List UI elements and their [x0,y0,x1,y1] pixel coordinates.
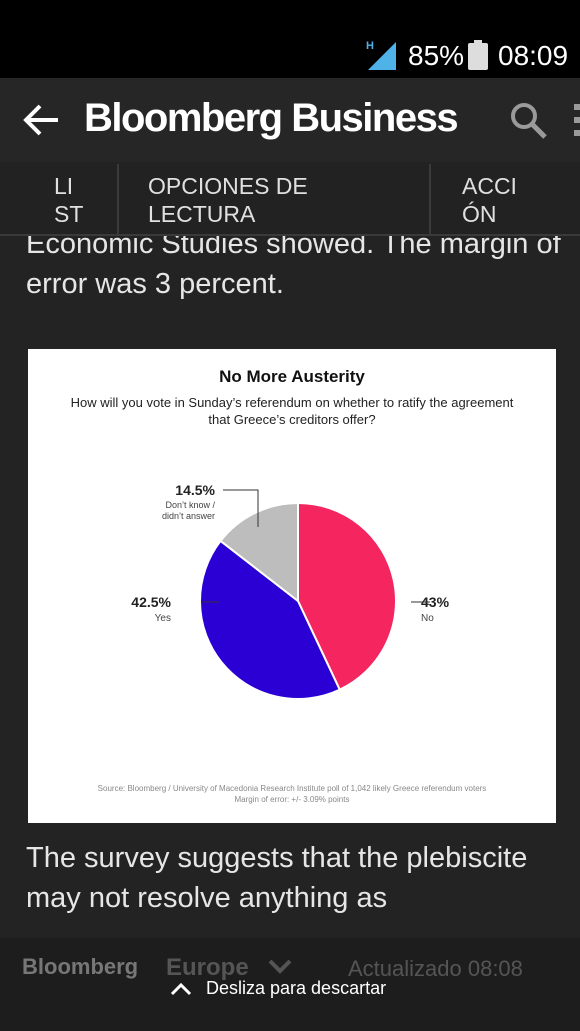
chart-margin-text: Margin of error: +/- 3.09% points [234,795,350,804]
article-content[interactable]: Economic Studies showed. The margin of e… [0,162,580,938]
app-bar: Bloomberg Business [0,78,580,162]
updated-time: Actualizado 08:08 [348,956,523,981]
chart-source: Source: Bloomberg / University of Macedo… [48,783,536,805]
slice-label-yes: Yes [155,613,171,624]
battery-percent: 85% [408,40,465,71]
article-paragraph: The survey suggests that the plebiscite … [26,842,528,914]
status-time: 08:09 [498,40,569,71]
slice-value-unknown: 14.5% [175,482,215,498]
pie-slice-yes [199,539,342,700]
overflow-menu-icon[interactable] [574,102,580,138]
article-paragraph: Economic Studies showed. The margin of e… [26,228,561,300]
search-icon[interactable] [508,100,548,140]
menu-item-reading-options[interactable]: OPCIONES DE LECTURA [148,173,308,227]
reading-menu-bar: LI ST EN OPCIONES DE LECTURA ACCI ÓN [0,162,580,236]
signal-h-icon: H [366,40,396,70]
status-bar: H 85% 08:09 [0,0,580,78]
chevron-down-icon[interactable] [268,958,292,976]
swipe-to-dismiss[interactable]: Desliza para descartar [170,978,470,1004]
menu-divider [117,164,119,234]
pie-chart: 43% No 42.5% Yes 14.5% Don’t know / didn’… [131,482,450,700]
pie-slice-no [297,501,397,692]
chevron-up-icon [170,982,192,996]
battery-icon [468,40,488,70]
swipe-hint: Desliza para descartar [206,978,387,998]
slice-label-no: No [421,613,434,624]
menu-item-listen[interactable]: LI ST EN [54,173,86,230]
menu-item-action[interactable]: ACCI ÓN [462,173,517,227]
app-title: Bloomberg Business [84,96,459,140]
chart-subtitle: How will you vote in Sunday’s referendum… [70,395,514,427]
menu-divider [429,164,431,234]
chart-title: No More Austerity [219,367,365,386]
slice-value-yes: 42.5% [131,594,171,610]
chart-source-text: Source: Bloomberg / University of Macedo… [97,784,487,793]
slice-value-no: 43% [421,594,450,610]
pie-slice-unknown [219,501,299,604]
slice-label-unknown: Don’t know / didn’t answer [162,500,216,521]
edition-selector[interactable]: Europe [166,954,249,981]
svg-text:H: H [366,40,374,52]
back-arrow-icon[interactable] [22,98,62,142]
footer-bar: Bloomberg Europe Actualizado 08:08 Desli… [0,938,580,1031]
footer-brand: Bloomberg [22,954,139,979]
leader-line-unknown [223,489,259,527]
chart-figure: No More Austerity How will you vote in S… [28,349,556,823]
